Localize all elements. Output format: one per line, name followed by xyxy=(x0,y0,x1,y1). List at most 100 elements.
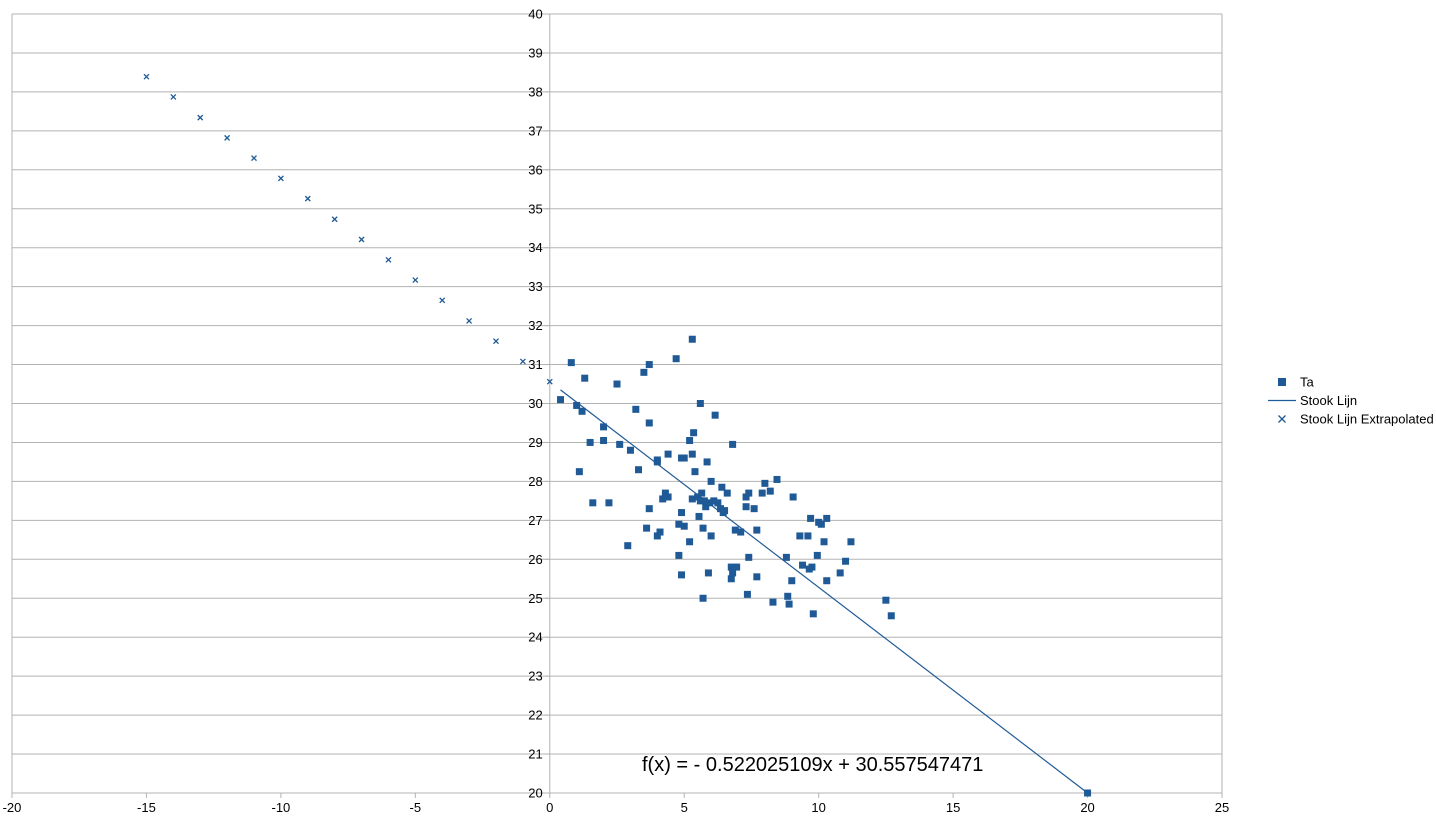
x-tick-label: 25 xyxy=(1215,800,1229,815)
ta-point xyxy=(750,505,758,513)
x-tick-label: 15 xyxy=(946,800,960,815)
ta-point xyxy=(796,532,804,540)
ta-point xyxy=(731,526,739,534)
ta-point xyxy=(804,532,812,540)
extrapolated-point xyxy=(170,94,177,100)
y-tick-label: 40 xyxy=(528,7,542,22)
ta-point xyxy=(688,450,696,458)
ta-point xyxy=(753,573,761,581)
ta-point xyxy=(729,569,737,577)
ta-point xyxy=(656,528,664,536)
ta-point xyxy=(695,512,703,520)
ta-point xyxy=(823,577,831,585)
ta-point xyxy=(813,551,821,559)
ta-point xyxy=(680,454,688,462)
y-tick-label: 28 xyxy=(528,474,542,489)
ta-point xyxy=(699,594,707,602)
ta-point xyxy=(624,542,632,550)
extrapolated-point xyxy=(251,155,257,162)
ta-point xyxy=(807,514,815,522)
ta-point xyxy=(589,499,597,507)
ta-point xyxy=(882,596,890,604)
x-tick-label: -5 xyxy=(410,800,422,815)
x-tick-label: 5 xyxy=(681,800,688,815)
y-tick-label: 21 xyxy=(528,747,542,762)
ta-point xyxy=(782,553,790,561)
ta-point xyxy=(727,575,735,583)
ta-point xyxy=(823,514,831,522)
ta-point xyxy=(785,600,793,608)
legend-square-swatch xyxy=(1278,378,1286,386)
ta-point xyxy=(678,509,686,517)
y-tick-label: 33 xyxy=(528,279,542,294)
ta-point xyxy=(575,468,583,476)
ta-point xyxy=(600,437,608,445)
ta-point xyxy=(678,571,686,579)
ta-point xyxy=(635,466,643,474)
ta-point xyxy=(702,503,710,511)
ta-point xyxy=(737,528,745,536)
tick-labels: 20 21 22 23 24 25 26 27 28 29 30 31 32 33 34 35 36 37 38 39… xyxy=(3,7,1230,816)
ta-point xyxy=(643,524,651,532)
ta-point xyxy=(847,538,855,546)
ta-point xyxy=(711,411,719,419)
extrapolated-point xyxy=(331,216,338,223)
ta-point xyxy=(613,380,621,388)
ta-point xyxy=(700,497,708,505)
extrapolated-point xyxy=(493,338,499,345)
extrapolated-point xyxy=(439,297,446,304)
ta-point xyxy=(758,489,766,497)
y-tick-label: 38 xyxy=(528,84,542,99)
data-points xyxy=(143,73,1092,797)
extrapolated-point xyxy=(197,114,204,121)
extrapolated-point xyxy=(277,175,284,182)
ta-point xyxy=(789,493,797,501)
ta-point xyxy=(675,520,683,528)
y-tick-label: 31 xyxy=(528,357,542,372)
gridlines xyxy=(11,13,1223,794)
ta-point xyxy=(691,468,699,476)
trendline-equation: f(x) = - 0.522025109x + 30.557547471 xyxy=(642,754,983,776)
ta-point xyxy=(714,499,722,507)
x-tick-label: -20 xyxy=(3,800,22,815)
ta-point xyxy=(817,520,825,528)
ta-point xyxy=(742,493,750,501)
y-tick-label: 37 xyxy=(528,123,542,138)
ta-point xyxy=(1084,789,1092,797)
ta-point xyxy=(626,446,634,454)
ta-point xyxy=(707,477,715,485)
extrapolated-point xyxy=(519,358,526,365)
ta-point xyxy=(733,563,741,571)
ta-point xyxy=(696,400,704,407)
ta-point xyxy=(688,495,696,503)
extrapolated-point xyxy=(224,134,231,141)
ta-point xyxy=(686,538,694,546)
ta-point xyxy=(600,423,608,431)
ta-point xyxy=(664,450,672,458)
ta-point xyxy=(653,458,661,466)
x-tick-label: 20 xyxy=(1080,800,1094,815)
extrapolated-point xyxy=(466,317,473,324)
ta-point xyxy=(616,440,624,448)
ta-point xyxy=(769,598,777,606)
ta-point xyxy=(680,522,688,530)
ta-point xyxy=(842,557,850,565)
y-tick-label: 26 xyxy=(528,552,542,567)
ta-point xyxy=(836,569,844,577)
ta-point xyxy=(690,429,698,437)
ta-point xyxy=(887,612,895,620)
ta-point xyxy=(799,561,807,569)
x-tick-label: -15 xyxy=(137,800,156,815)
ta-point xyxy=(745,489,753,497)
ta-point xyxy=(753,526,761,534)
ta-point xyxy=(710,497,718,505)
ta-point xyxy=(672,355,680,363)
ta-point xyxy=(567,359,575,367)
x-tick-label: -10 xyxy=(271,800,290,815)
ta-point xyxy=(645,419,653,427)
ta-point xyxy=(808,563,816,571)
ta-point xyxy=(727,563,735,571)
ta-point xyxy=(578,407,586,415)
legend-label: Stook Lijn xyxy=(1300,393,1357,408)
y-tick-label: 32 xyxy=(528,318,542,333)
